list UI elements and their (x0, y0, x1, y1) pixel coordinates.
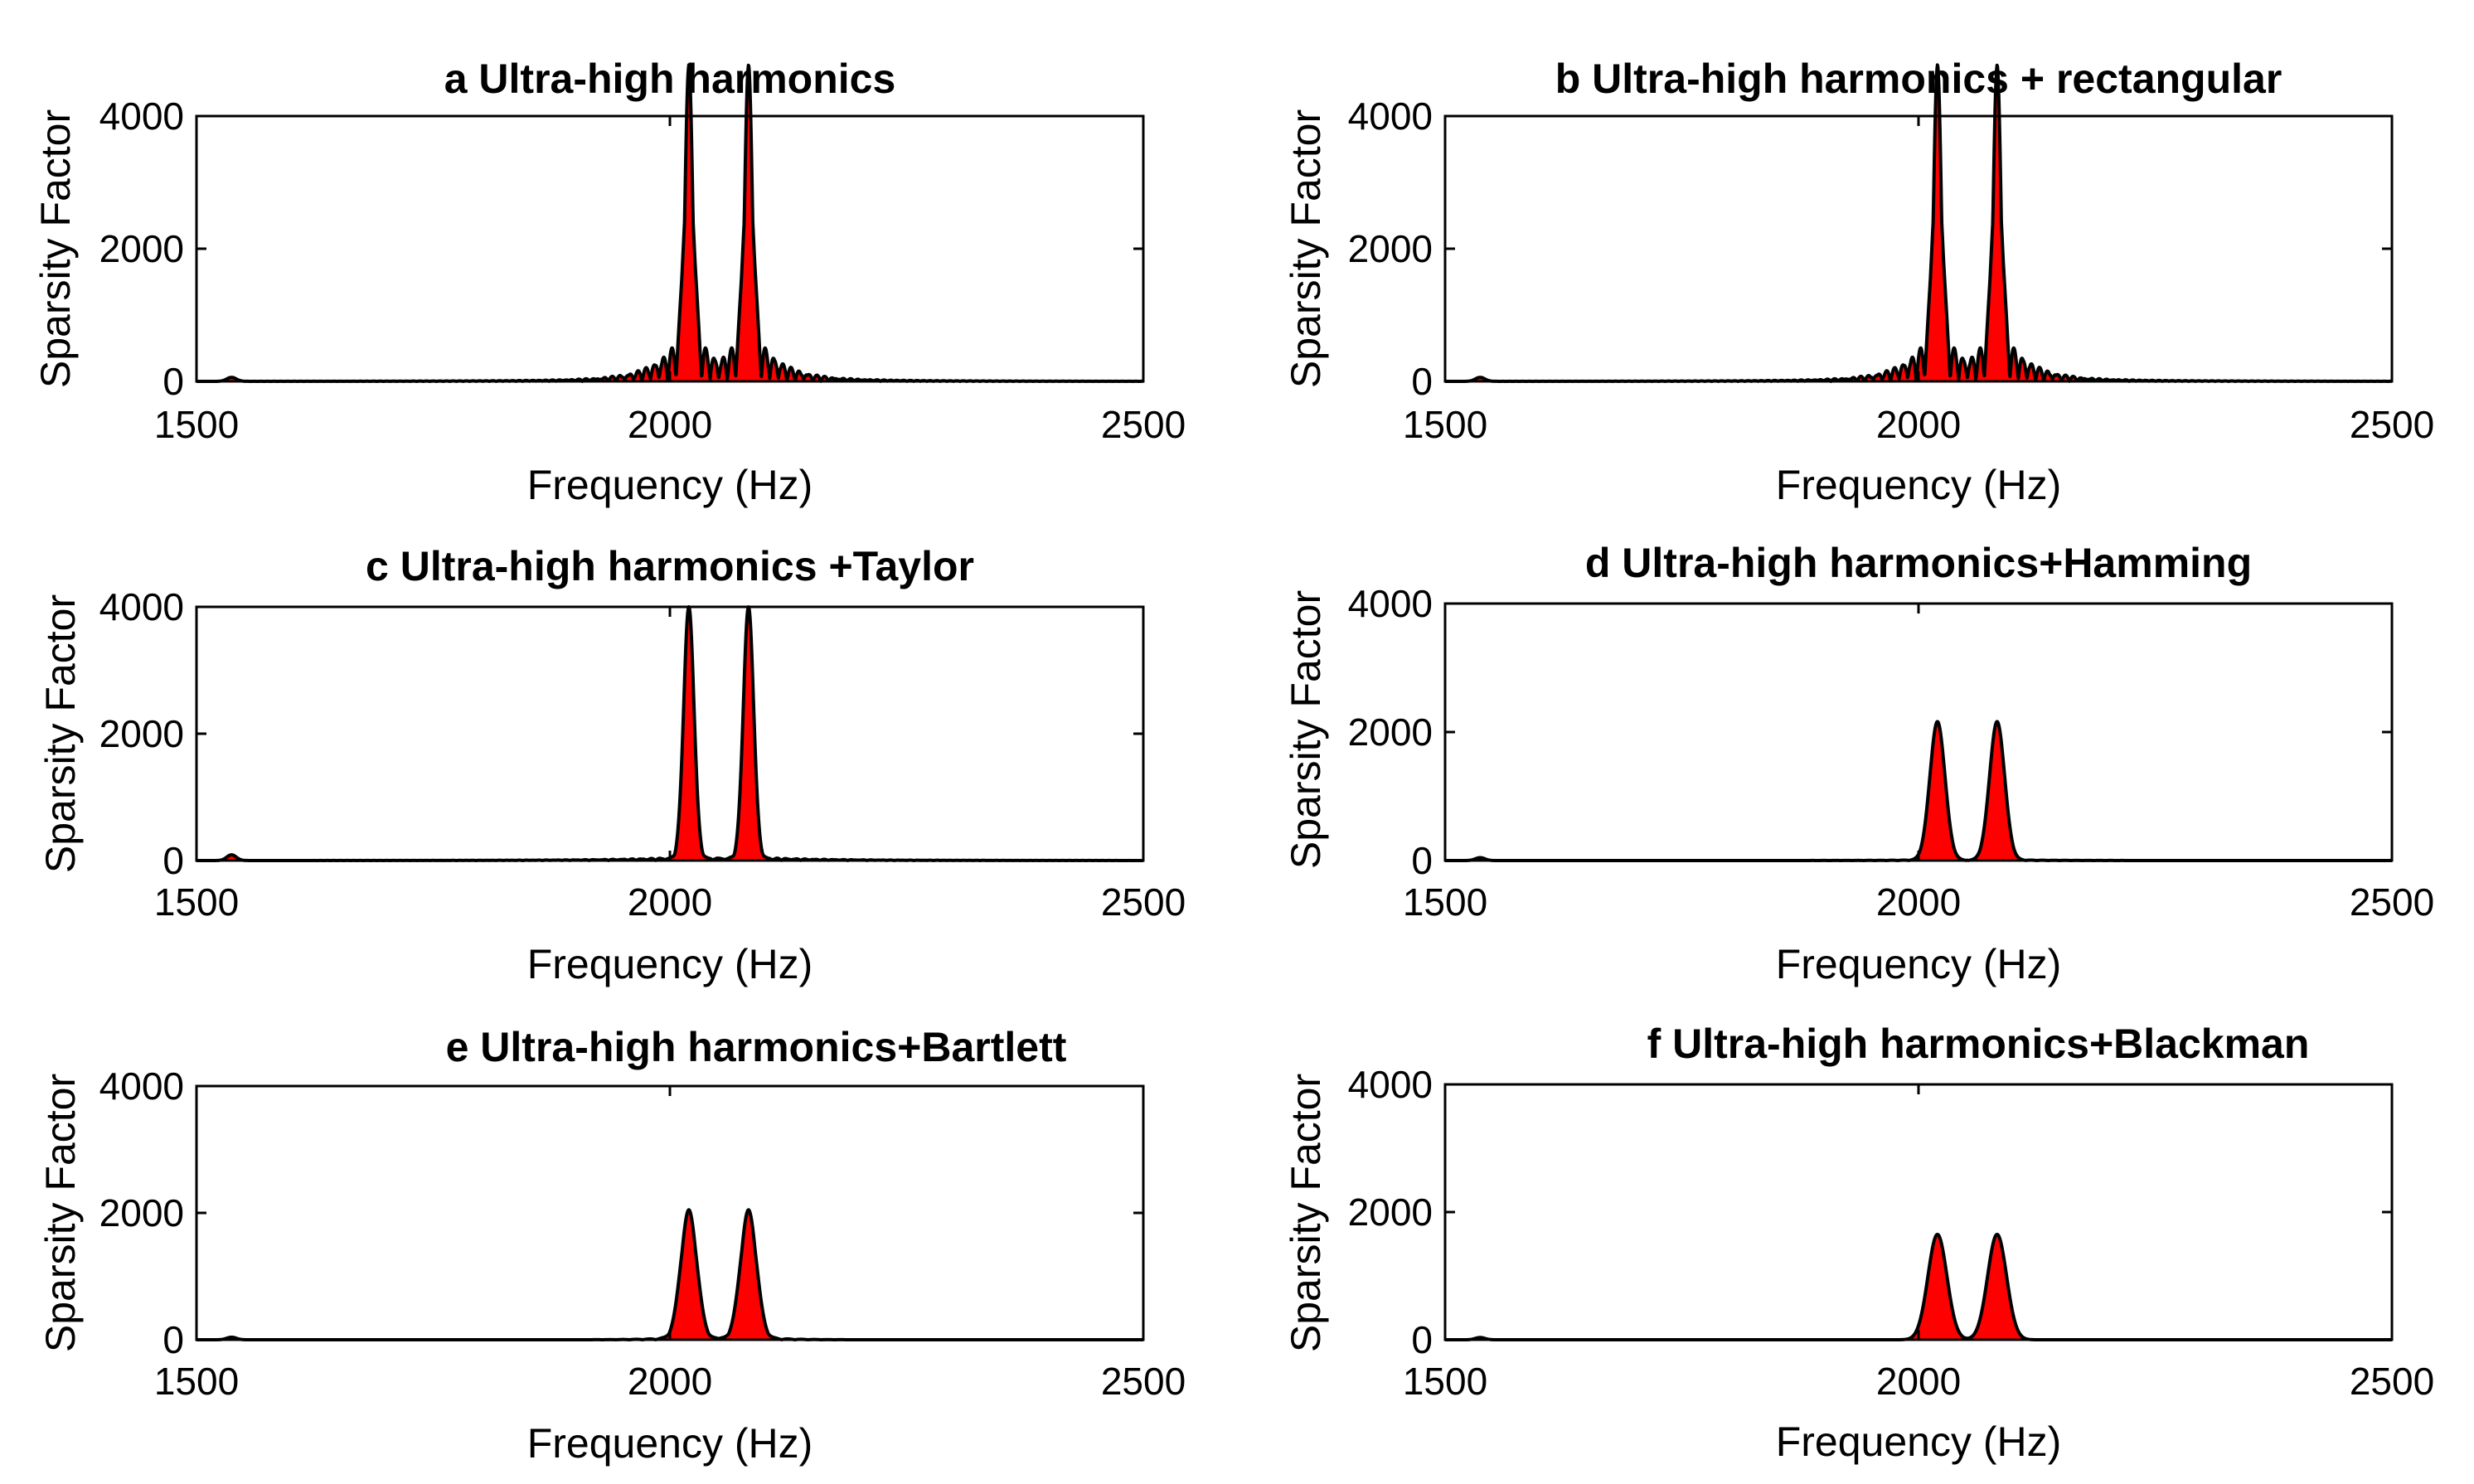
y-tick-label-4000: 4000 (1348, 1063, 1433, 1106)
y-tick-label-2000: 2000 (1348, 710, 1433, 754)
y-axis-label: Sparsity Factor (1283, 1074, 1329, 1352)
x-tick-label-2000: 2000 (628, 880, 712, 924)
panel-b: b Ultra-high harmonics + rectangular 400… (1283, 56, 2434, 508)
x-tick-label-1500: 1500 (154, 403, 239, 446)
plot-background (196, 116, 1143, 381)
x-tick-label-2500: 2500 (2350, 1360, 2434, 1403)
x-tick-label-2500: 2500 (1101, 880, 1186, 924)
y-tick-label-2000: 2000 (99, 712, 184, 755)
panel-title: f Ultra-high harmonics+Blackman (1647, 1021, 2310, 1067)
y-axis-label: Sparsity Factor (37, 594, 84, 873)
plot-background (196, 607, 1143, 861)
panel-d: d Ultra-high harmonics+Hamming 4000 2000… (1283, 540, 2434, 987)
y-tick-label-2000: 2000 (99, 1191, 184, 1234)
panel-title: a Ultra-high harmonics (444, 56, 896, 102)
plot-background (1445, 1084, 2392, 1340)
x-tick-label-2000: 2000 (1876, 880, 1961, 924)
x-tick-label-2000: 2000 (628, 1360, 712, 1403)
x-axis-label: Frequency (Hz) (527, 462, 813, 508)
panel-a: a Ultra-high harmonics 4000 2000 0 1500 … (32, 56, 1186, 508)
y-tick-label-4000: 4000 (1348, 582, 1433, 625)
x-tick-label-1500: 1500 (154, 880, 239, 924)
x-axis-label: Frequency (Hz) (527, 1420, 813, 1467)
y-tick-label-4000: 4000 (99, 95, 184, 138)
y-tick-label-0: 0 (163, 360, 184, 403)
panel-title: b Ultra-high harmonics + rectangular (1555, 56, 2282, 102)
x-tick-label-1500: 1500 (1403, 880, 1487, 924)
panel-title: e Ultra-high harmonics+Bartlett (446, 1024, 1067, 1070)
x-tick-label-1500: 1500 (1403, 1360, 1487, 1403)
y-tick-label-0: 0 (1411, 839, 1433, 882)
x-tick-label-2000: 2000 (1876, 1360, 1961, 1403)
x-tick-label-1500: 1500 (154, 1360, 239, 1403)
y-tick-label-4000: 4000 (99, 585, 184, 628)
panel-c: c Ultra-high harmonics +Taylor 4000 2000… (37, 543, 1186, 987)
x-axis-label: Frequency (Hz) (1776, 1419, 2062, 1465)
tick-marks (195, 114, 1145, 383)
plot-background (1445, 116, 2392, 381)
x-axis-label: Frequency (Hz) (527, 941, 813, 987)
panel-f: f Ultra-high harmonics+Blackman 4000 200… (1283, 1021, 2434, 1465)
y-tick-label-2000: 2000 (1348, 227, 1433, 270)
y-axis-label: Sparsity Factor (32, 109, 79, 388)
x-axis-label: Frequency (Hz) (1776, 462, 2062, 508)
x-tick-label-2500: 2500 (1101, 1360, 1186, 1403)
panel-e: e Ultra-high harmonics+Bartlett 4000 200… (37, 1024, 1186, 1467)
x-tick-label-2500: 2500 (2350, 403, 2434, 446)
x-tick-label-1500: 1500 (1403, 403, 1487, 446)
y-tick-label-0: 0 (163, 1318, 184, 1361)
tick-marks (195, 605, 1145, 862)
tick-marks (195, 1084, 1145, 1341)
y-tick-label-2000: 2000 (99, 227, 184, 270)
y-axis-label: Sparsity Factor (1283, 590, 1329, 869)
x-axis-label: Frequency (Hz) (1776, 941, 2062, 987)
x-tick-label-2500: 2500 (1101, 403, 1186, 446)
y-tick-label-4000: 4000 (1348, 95, 1433, 138)
y-tick-label-4000: 4000 (99, 1065, 184, 1108)
tick-marks (1443, 1083, 2394, 1341)
plot-background (1445, 604, 2392, 861)
y-tick-label-0: 0 (1411, 360, 1433, 403)
tick-marks (1443, 602, 2394, 862)
tick-marks (1443, 114, 2394, 383)
y-axis-label: Sparsity Factor (37, 1074, 84, 1352)
plot-background (196, 1086, 1143, 1340)
y-axis-label: Sparsity Factor (1283, 109, 1329, 388)
panel-title: c Ultra-high harmonics +Taylor (366, 543, 974, 589)
y-tick-label-0: 0 (1411, 1318, 1433, 1361)
x-tick-label-2000: 2000 (1876, 403, 1961, 446)
y-tick-label-0: 0 (163, 839, 184, 882)
panel-title: d Ultra-high harmonics+Hamming (1585, 540, 2252, 586)
x-tick-label-2000: 2000 (628, 403, 712, 446)
x-tick-label-2500: 2500 (2350, 880, 2434, 924)
y-tick-label-2000: 2000 (1348, 1191, 1433, 1234)
